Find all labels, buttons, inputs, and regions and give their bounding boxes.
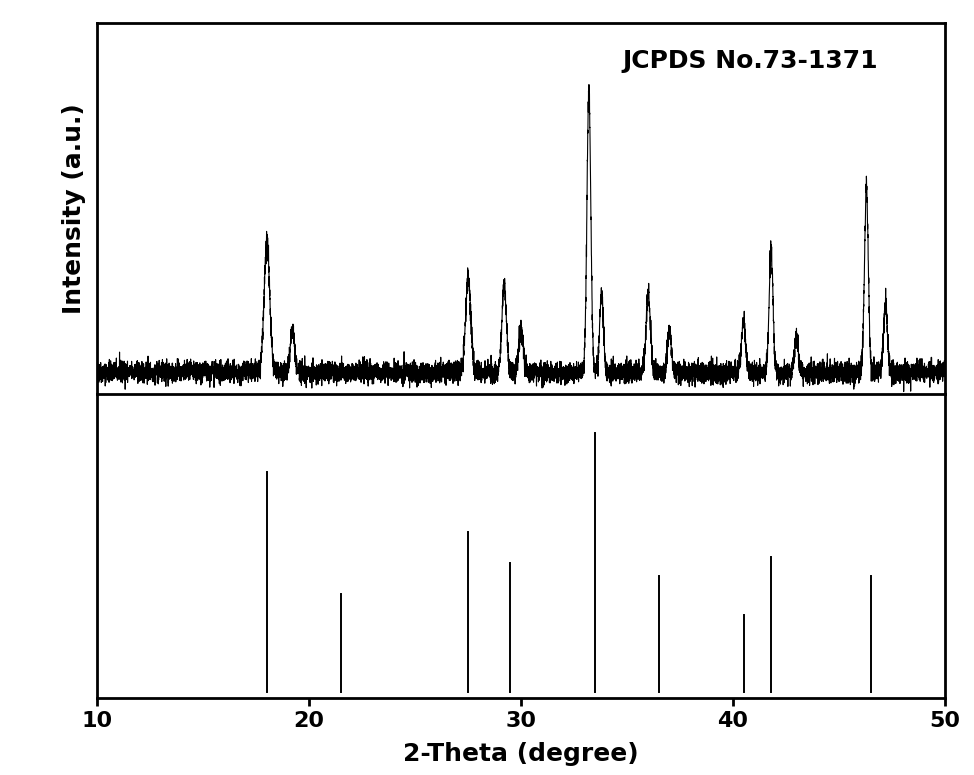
- Text: JCPDS No.73-1371: JCPDS No.73-1371: [622, 49, 879, 73]
- X-axis label: 2-Theta (degree): 2-Theta (degree): [403, 742, 639, 766]
- Y-axis label: Intensity (a.u.): Intensity (a.u.): [62, 103, 87, 314]
